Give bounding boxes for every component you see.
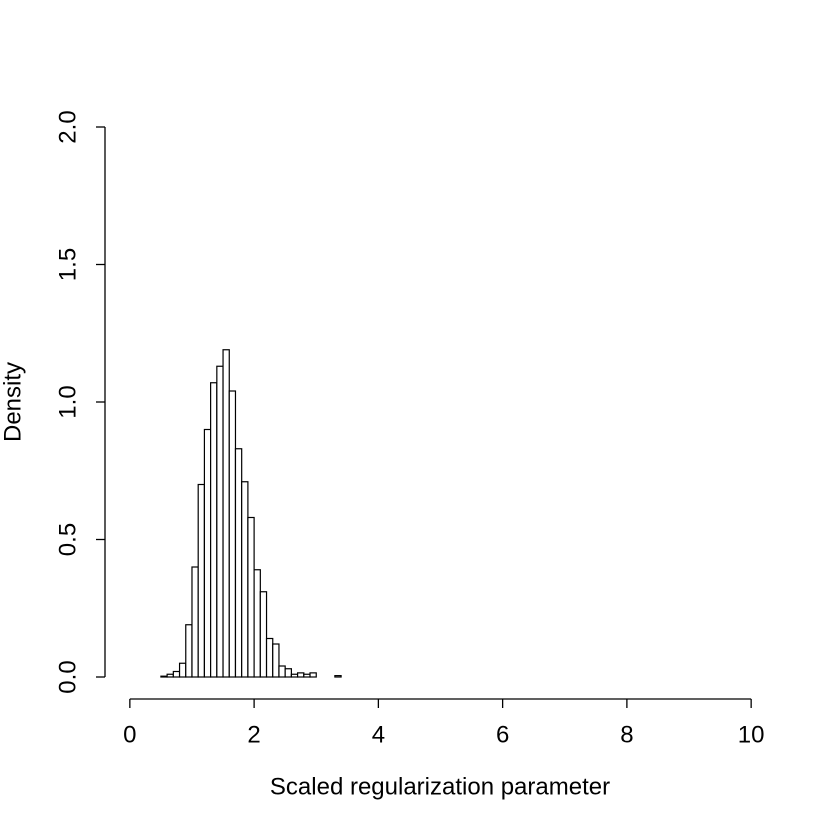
bar — [160, 675, 168, 678]
bar — [172, 670, 181, 678]
y-tick-label: 2.0 — [54, 110, 81, 143]
x-tick-label: 2 — [247, 721, 260, 748]
bar — [197, 483, 206, 678]
bar — [222, 349, 230, 678]
bar — [228, 390, 237, 678]
bar — [234, 448, 243, 678]
x-tick-label: 0 — [123, 721, 136, 748]
bar — [210, 382, 218, 678]
bar — [166, 673, 174, 678]
bar — [297, 672, 305, 678]
bar — [272, 643, 280, 678]
bar — [203, 428, 212, 678]
y-tick-label: 0.0 — [54, 660, 81, 693]
bar — [241, 481, 249, 678]
x-tick-label: 4 — [372, 721, 385, 748]
bar — [259, 591, 268, 678]
bar — [185, 624, 193, 678]
bar — [284, 668, 292, 678]
x-tick-label: 10 — [738, 721, 765, 748]
y-tick-label: 1.0 — [54, 385, 81, 418]
bar — [253, 569, 261, 678]
x-tick-label: 6 — [496, 721, 509, 748]
bar — [178, 662, 187, 678]
bar — [334, 675, 342, 678]
bar — [290, 673, 299, 678]
x-axis-label: Scaled regularization parameter — [270, 773, 610, 800]
y-tick-label: 1.5 — [54, 248, 81, 281]
y-axis-label: Density — [0, 362, 26, 442]
bar — [216, 365, 224, 678]
x-tick-label: 8 — [620, 721, 633, 748]
y-tick-label: 0.5 — [54, 523, 81, 556]
bar — [278, 665, 286, 678]
bar — [309, 672, 317, 678]
bar — [303, 673, 311, 678]
bar — [247, 516, 255, 678]
bar — [191, 566, 199, 678]
bar — [265, 637, 274, 678]
